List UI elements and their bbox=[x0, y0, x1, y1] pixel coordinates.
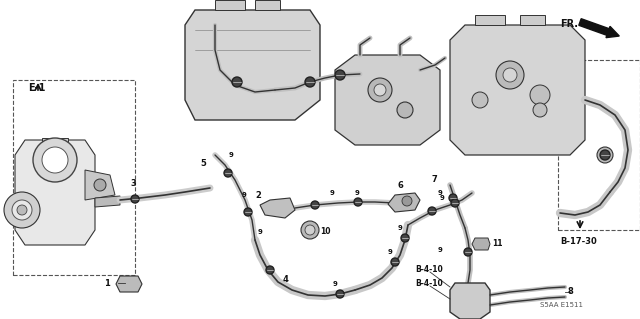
Circle shape bbox=[224, 169, 232, 177]
Circle shape bbox=[600, 150, 610, 160]
Circle shape bbox=[451, 199, 459, 207]
Text: B-17-30: B-17-30 bbox=[560, 238, 596, 247]
Circle shape bbox=[354, 198, 362, 206]
Polygon shape bbox=[255, 0, 280, 10]
Circle shape bbox=[301, 221, 319, 239]
Polygon shape bbox=[472, 238, 490, 250]
Polygon shape bbox=[260, 198, 295, 218]
Circle shape bbox=[335, 70, 345, 80]
Circle shape bbox=[305, 77, 315, 87]
Circle shape bbox=[397, 102, 413, 118]
Text: 1: 1 bbox=[104, 278, 110, 287]
Circle shape bbox=[4, 192, 40, 228]
Text: 5: 5 bbox=[200, 159, 206, 167]
Text: 2: 2 bbox=[255, 190, 261, 199]
Circle shape bbox=[94, 179, 106, 191]
Circle shape bbox=[449, 194, 457, 202]
Polygon shape bbox=[475, 15, 505, 25]
Circle shape bbox=[42, 147, 68, 173]
Text: 10: 10 bbox=[320, 227, 330, 236]
Text: 6: 6 bbox=[397, 181, 403, 189]
Circle shape bbox=[464, 248, 472, 256]
Circle shape bbox=[496, 61, 524, 89]
Circle shape bbox=[266, 266, 274, 274]
Text: 4: 4 bbox=[283, 276, 289, 285]
Polygon shape bbox=[85, 170, 115, 200]
Circle shape bbox=[503, 68, 517, 82]
Circle shape bbox=[232, 77, 242, 87]
Polygon shape bbox=[215, 0, 245, 10]
Circle shape bbox=[12, 200, 32, 220]
Circle shape bbox=[401, 234, 409, 242]
Text: 9: 9 bbox=[388, 249, 393, 255]
Circle shape bbox=[305, 225, 315, 235]
Text: S5AA E1511: S5AA E1511 bbox=[540, 302, 583, 308]
Circle shape bbox=[428, 207, 436, 215]
Polygon shape bbox=[42, 138, 68, 145]
Circle shape bbox=[244, 208, 252, 216]
Circle shape bbox=[131, 195, 139, 203]
Bar bbox=[558, 60, 640, 230]
Circle shape bbox=[533, 103, 547, 117]
Text: 9: 9 bbox=[229, 152, 234, 158]
Text: 3: 3 bbox=[130, 179, 136, 188]
Polygon shape bbox=[95, 196, 120, 207]
Circle shape bbox=[311, 201, 319, 209]
Circle shape bbox=[391, 258, 399, 266]
Text: 11: 11 bbox=[492, 239, 502, 248]
Text: B-4-10: B-4-10 bbox=[415, 265, 443, 275]
Text: B-4-10: B-4-10 bbox=[415, 279, 443, 288]
FancyArrow shape bbox=[579, 19, 620, 38]
Text: FR.: FR. bbox=[560, 19, 578, 29]
Text: 9: 9 bbox=[440, 195, 445, 201]
Polygon shape bbox=[450, 283, 490, 319]
Text: 9: 9 bbox=[242, 192, 247, 198]
Circle shape bbox=[597, 147, 613, 163]
Circle shape bbox=[336, 290, 344, 298]
Text: 9: 9 bbox=[333, 281, 338, 287]
Polygon shape bbox=[450, 25, 585, 155]
Text: E-1: E-1 bbox=[28, 83, 45, 93]
Circle shape bbox=[17, 205, 27, 215]
Text: 9: 9 bbox=[398, 225, 403, 231]
Circle shape bbox=[33, 138, 77, 182]
Polygon shape bbox=[520, 15, 545, 25]
Text: 9: 9 bbox=[438, 247, 443, 253]
Text: 9: 9 bbox=[355, 190, 360, 196]
Text: 9: 9 bbox=[258, 229, 263, 235]
Bar bbox=[13, 80, 135, 275]
Text: 8: 8 bbox=[568, 286, 573, 295]
Circle shape bbox=[472, 92, 488, 108]
Circle shape bbox=[374, 84, 386, 96]
Text: 9: 9 bbox=[438, 190, 443, 196]
Polygon shape bbox=[185, 10, 320, 120]
Circle shape bbox=[402, 196, 412, 206]
Circle shape bbox=[530, 85, 550, 105]
Circle shape bbox=[368, 78, 392, 102]
Text: 7: 7 bbox=[432, 175, 438, 184]
Polygon shape bbox=[335, 55, 440, 145]
Polygon shape bbox=[116, 276, 142, 292]
Polygon shape bbox=[388, 193, 420, 212]
Polygon shape bbox=[15, 140, 95, 245]
Text: 9: 9 bbox=[330, 190, 335, 196]
